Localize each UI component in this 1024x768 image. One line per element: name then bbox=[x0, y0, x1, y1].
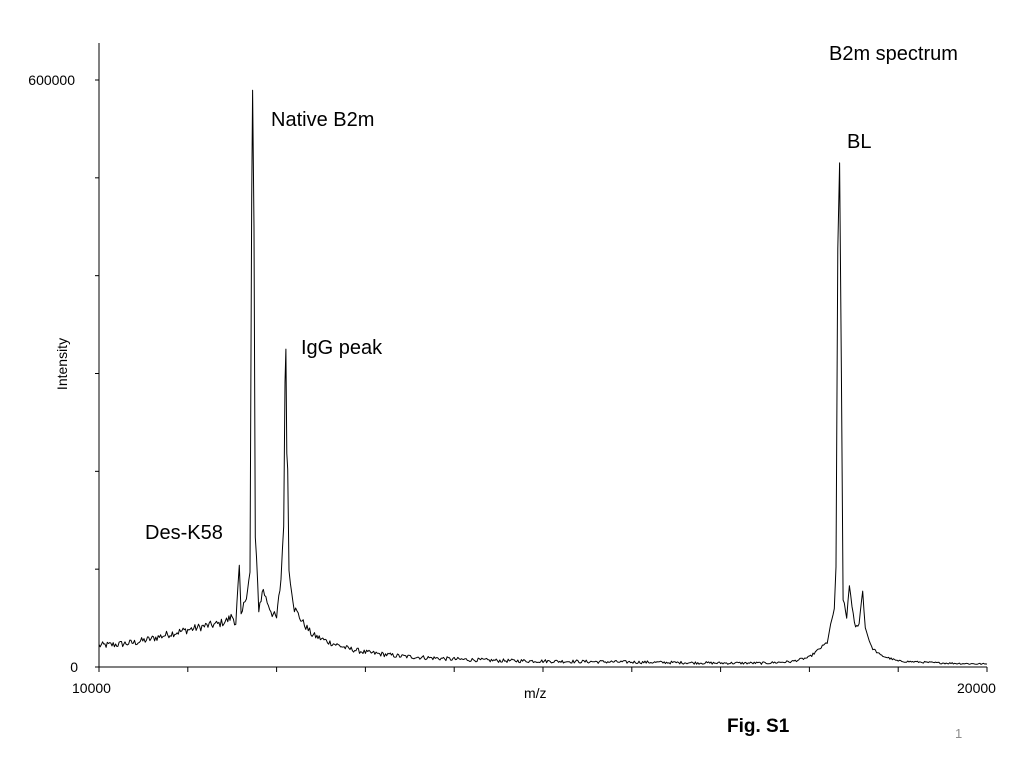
y-tick-label-top: 600000 bbox=[28, 72, 75, 88]
annotation-des-k58: Des-K58 bbox=[145, 522, 223, 544]
annotation-bl: BL bbox=[847, 131, 872, 153]
y-axis-ticks bbox=[95, 79, 99, 668]
x-tick-label-left: 10000 bbox=[72, 680, 111, 696]
figure-label: Fig. S1 bbox=[727, 716, 790, 737]
annotation-igg-peak: IgG peak bbox=[301, 337, 383, 359]
x-axis-ticks bbox=[98, 667, 988, 672]
chart-title: B2m spectrum bbox=[829, 43, 958, 65]
y-axis-label: Intensity bbox=[54, 337, 70, 391]
x-tick-label-right: 20000 bbox=[957, 680, 996, 696]
series-line-spectrum bbox=[98, 89, 988, 665]
page-number: 1 bbox=[955, 726, 963, 741]
x-axis-label: m/z bbox=[524, 685, 547, 701]
annotation-native-b2m: Native B2m bbox=[271, 109, 375, 131]
y-tick-label-bottom: 0 bbox=[70, 659, 78, 675]
